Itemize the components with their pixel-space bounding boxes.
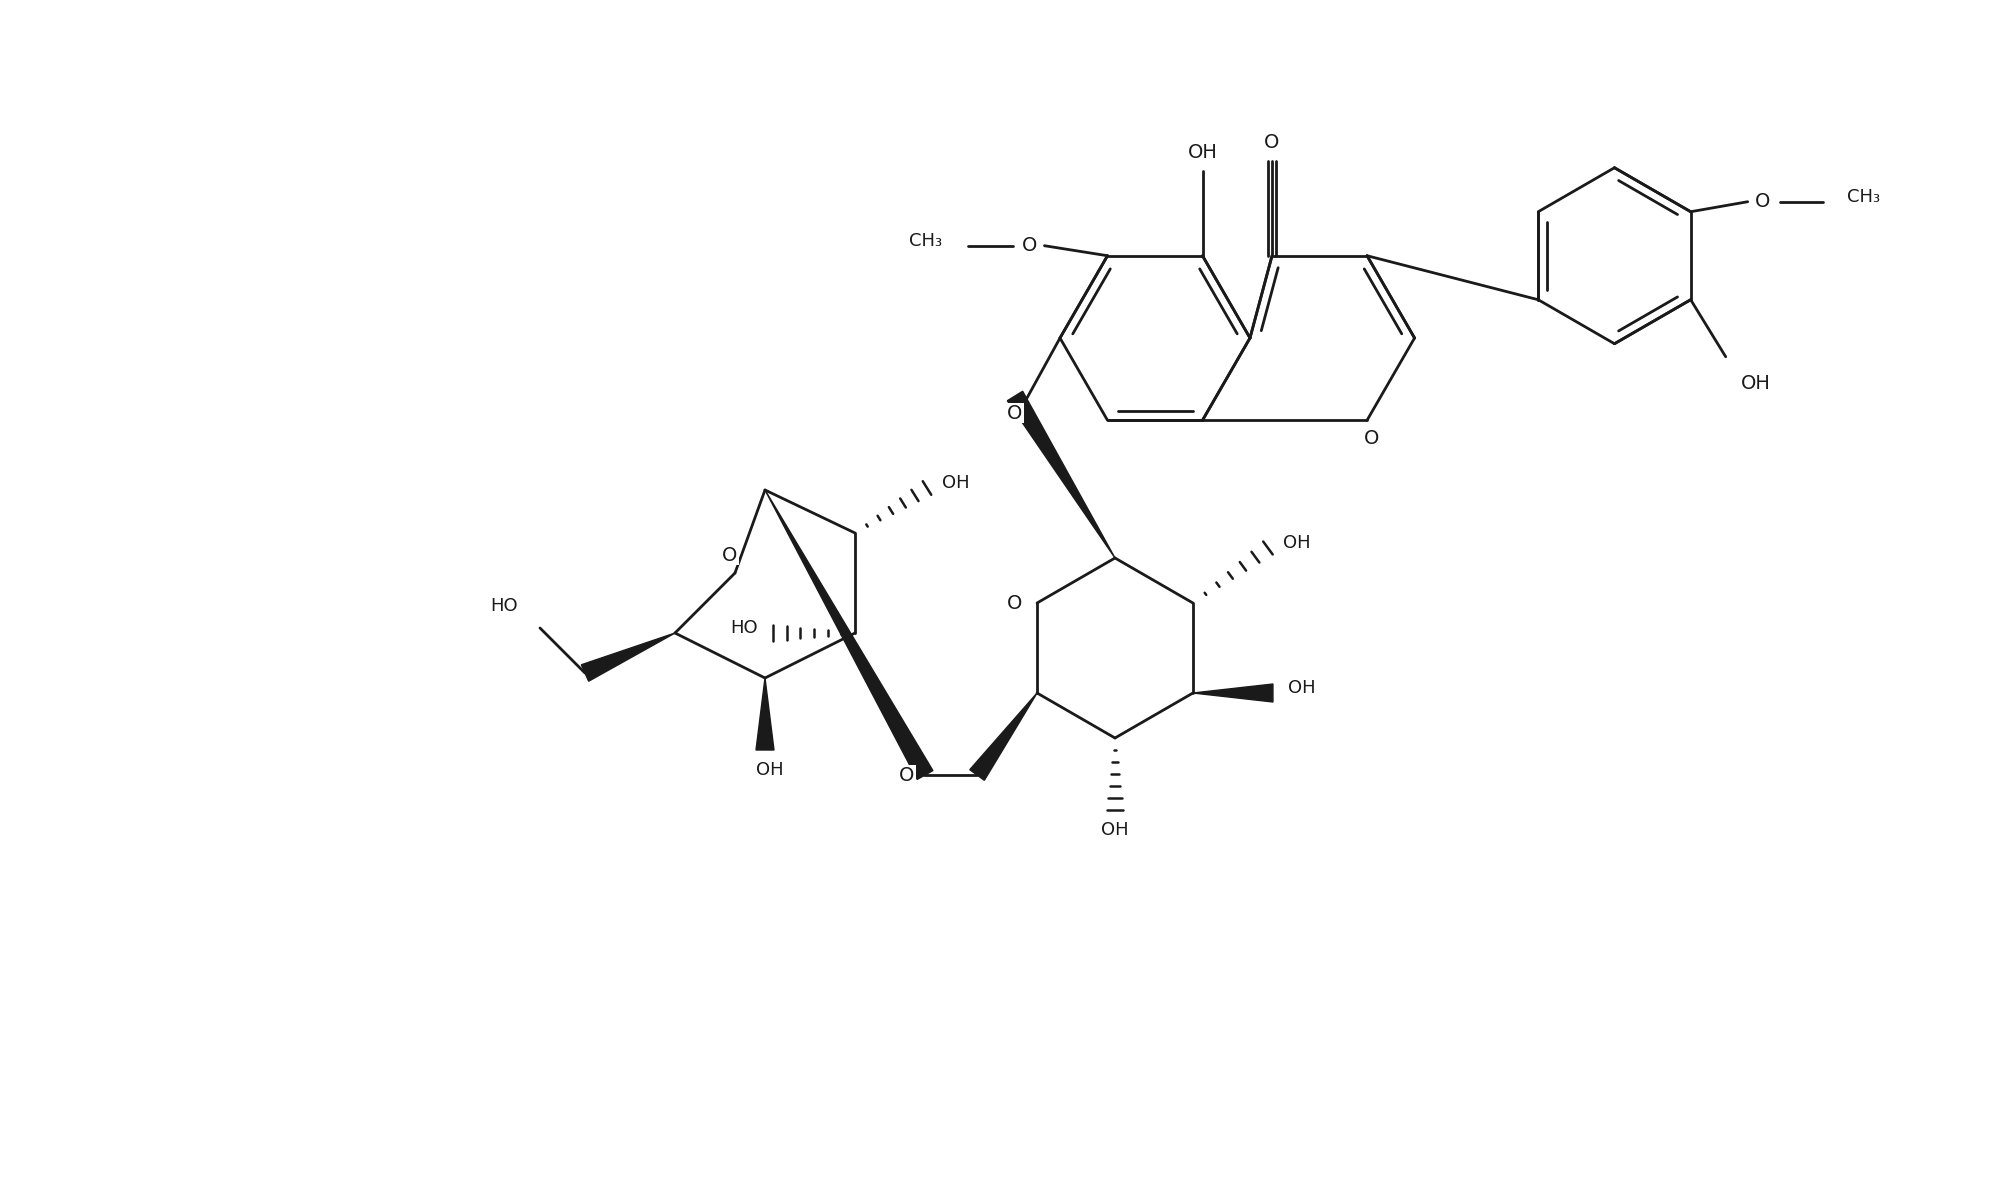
Polygon shape [1008,391,1115,558]
Text: O: O [1754,192,1771,211]
Text: OH: OH [1101,821,1129,839]
Text: O: O [1264,133,1280,152]
Text: OH: OH [757,761,785,779]
Text: OH: OH [1740,375,1771,393]
Text: OH: OH [1288,679,1316,697]
Polygon shape [1193,684,1274,702]
Polygon shape [765,490,934,780]
Text: OH: OH [1284,534,1310,552]
Text: O: O [722,545,738,564]
Text: O: O [1008,404,1022,423]
Text: CH₃: CH₃ [909,232,942,250]
Text: OH: OH [942,474,970,492]
Polygon shape [970,693,1036,780]
Polygon shape [581,633,674,681]
Text: HO: HO [491,597,517,615]
Text: O: O [1008,594,1022,613]
Text: O: O [899,766,915,785]
Text: O: O [1022,237,1038,256]
Text: HO: HO [730,618,759,637]
Text: O: O [1364,429,1380,448]
Text: OH: OH [1187,144,1217,163]
Polygon shape [757,679,775,750]
Text: CH₃: CH₃ [1847,187,1879,206]
